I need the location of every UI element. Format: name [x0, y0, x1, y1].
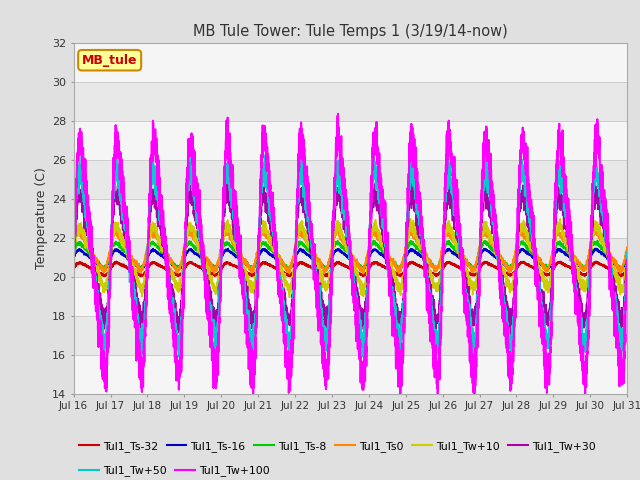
Bar	[74, 355, 627, 394]
Bar	[74, 43, 627, 82]
Bar	[74, 316, 627, 355]
Bar	[74, 160, 627, 199]
Bar	[74, 277, 627, 316]
Title: MB Tule Tower: Tule Temps 1 (3/19/14-now): MB Tule Tower: Tule Temps 1 (3/19/14-now…	[193, 24, 508, 39]
Legend: Tul1_Tw+50, Tul1_Tw+100: Tul1_Tw+50, Tul1_Tw+100	[79, 466, 270, 477]
Bar	[74, 82, 627, 121]
Bar	[74, 199, 627, 238]
Bar	[74, 238, 627, 277]
Text: MB_tule: MB_tule	[82, 54, 138, 67]
Bar	[74, 121, 627, 160]
Y-axis label: Temperature (C): Temperature (C)	[35, 168, 47, 269]
